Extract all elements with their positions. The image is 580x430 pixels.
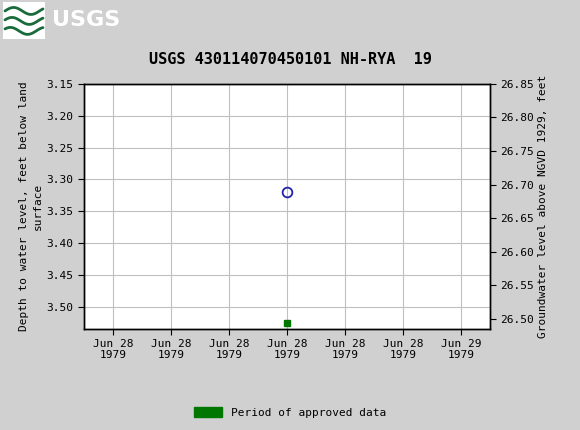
Y-axis label: Groundwater level above NGVD 1929, feet: Groundwater level above NGVD 1929, feet: [538, 75, 549, 338]
Text: USGS: USGS: [52, 10, 120, 31]
Legend: Period of approved data: Period of approved data: [190, 403, 390, 422]
Y-axis label: Depth to water level, feet below land
surface: Depth to water level, feet below land su…: [19, 82, 42, 331]
Text: USGS 430114070450101 NH-RYA  19: USGS 430114070450101 NH-RYA 19: [148, 52, 432, 67]
Bar: [3, 2, 45, 39]
